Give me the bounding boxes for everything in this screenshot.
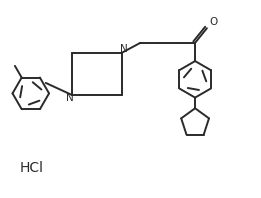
Text: N: N bbox=[120, 44, 128, 54]
Text: HCl: HCl bbox=[20, 161, 44, 175]
Text: O: O bbox=[210, 17, 218, 27]
Text: N: N bbox=[66, 93, 73, 103]
